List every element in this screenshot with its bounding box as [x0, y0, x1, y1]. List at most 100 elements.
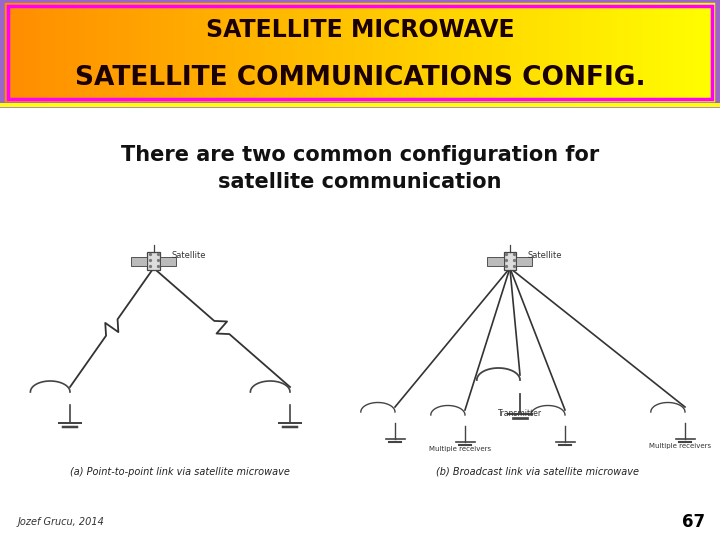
Bar [518, 0, 522, 103]
Text: (a) Point-to-point link via satellite microwave: (a) Point-to-point link via satellite mi… [70, 467, 290, 477]
Bar [516, 0, 519, 103]
Bar [387, 0, 390, 103]
Bar [305, 0, 308, 103]
Bar [593, 0, 596, 103]
Bar [564, 0, 567, 103]
Bar [449, 0, 452, 103]
Bar [225, 0, 229, 103]
Bar [538, 0, 541, 103]
Bar [103, 0, 107, 103]
Bar [545, 0, 548, 103]
Bar [77, 0, 80, 103]
Bar [286, 0, 289, 103]
Bar [365, 0, 368, 103]
Text: Multiple receivers: Multiple receivers [649, 443, 711, 449]
Bar [216, 0, 220, 103]
Bar [55, 0, 58, 103]
Bar [641, 0, 644, 103]
Bar [7, 0, 11, 103]
Bar [535, 0, 539, 103]
Bar [336, 0, 339, 103]
Bar [81, 0, 85, 103]
Bar [701, 0, 704, 103]
Bar [0, 0, 4, 103]
Bar [5, 0, 8, 103]
Bar [567, 0, 570, 103]
Bar [374, 0, 378, 103]
Bar [446, 0, 450, 103]
Bar [243, 0, 246, 103]
Bar [423, 0, 426, 103]
Bar [269, 0, 272, 103]
Bar [70, 0, 73, 103]
Bar [677, 0, 680, 103]
Bar [598, 0, 601, 103]
Bar [660, 0, 663, 103]
Bar [648, 0, 652, 103]
Bar [2, 0, 718, 105]
Bar [45, 0, 49, 103]
Bar [533, 0, 536, 103]
Bar [254, 0, 258, 103]
Bar [12, 0, 15, 103]
Bar [603, 0, 606, 103]
Bar [614, 0, 618, 103]
Bar [377, 0, 380, 103]
Bar [451, 0, 454, 103]
Bar [362, 0, 366, 103]
Bar [639, 0, 642, 103]
Bar [689, 0, 692, 103]
Bar [398, 0, 402, 103]
Bar [504, 0, 508, 103]
Bar [137, 0, 140, 103]
Bar [271, 0, 274, 103]
Bar [698, 0, 702, 103]
Bar [31, 0, 35, 103]
Bar [276, 0, 279, 103]
Bar [405, 0, 409, 103]
Bar [358, 0, 361, 103]
Text: (b) Broadcast link via satellite microwave: (b) Broadcast link via satellite microwa… [436, 467, 639, 477]
Bar [233, 0, 236, 103]
Bar [221, 0, 224, 103]
Bar [182, 0, 186, 103]
Bar [410, 0, 414, 103]
Bar [511, 0, 515, 103]
Bar [682, 0, 685, 103]
Bar [389, 0, 392, 103]
Bar [600, 0, 603, 103]
Bar [706, 0, 709, 103]
Bar [353, 0, 356, 103]
Bar [585, 0, 589, 103]
Bar [662, 0, 666, 103]
Bar [99, 0, 102, 103]
Bar [307, 0, 310, 103]
Bar [542, 0, 546, 103]
Bar [624, 0, 627, 103]
Bar [713, 0, 716, 103]
Bar [84, 0, 87, 103]
Bar [636, 0, 639, 103]
Bar [355, 0, 359, 103]
Bar [583, 0, 587, 103]
Bar [605, 0, 608, 103]
Bar [552, 0, 555, 103]
Bar [178, 0, 181, 103]
Bar [665, 0, 668, 103]
Bar [331, 0, 335, 103]
Bar [281, 0, 284, 103]
Bar [264, 0, 267, 103]
Bar [427, 0, 431, 103]
Bar [22, 0, 25, 103]
Bar [300, 0, 303, 103]
Bar [189, 0, 193, 103]
Bar [238, 0, 241, 103]
Bar [322, 0, 325, 103]
Bar [607, 0, 611, 103]
Bar [149, 0, 152, 103]
Bar [329, 0, 332, 103]
Bar [477, 0, 481, 103]
Bar [283, 0, 287, 103]
Bar [341, 0, 344, 103]
Bar [562, 0, 565, 103]
